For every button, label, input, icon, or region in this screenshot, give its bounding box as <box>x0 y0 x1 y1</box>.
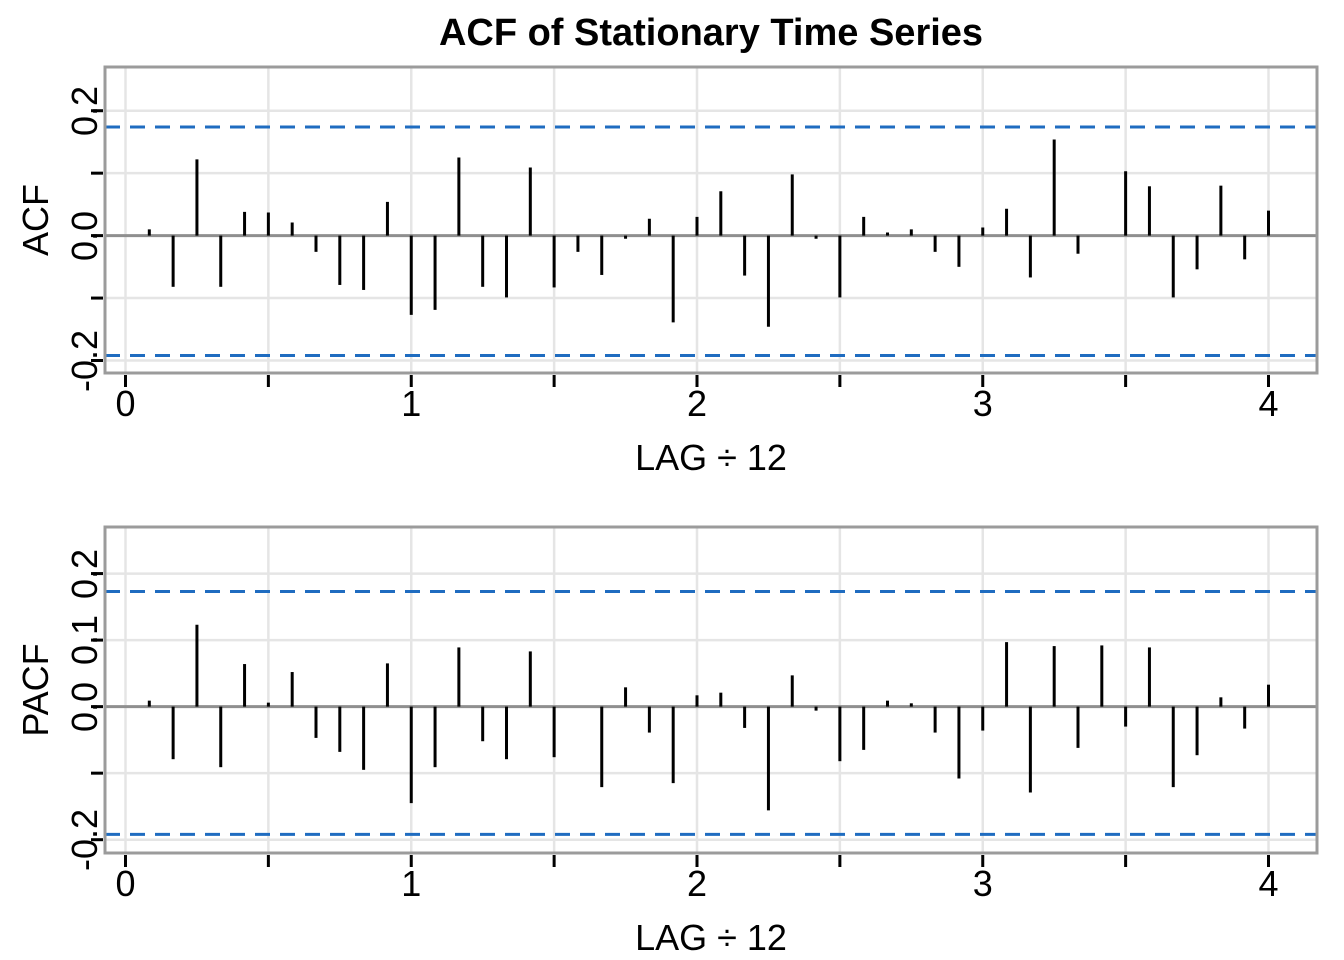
panel-border <box>103 65 1319 375</box>
pacf-panel <box>91 525 1319 867</box>
pacf-x-tick-label: 2 <box>686 863 708 904</box>
acf-y-tick-label: 0.0 <box>64 210 105 261</box>
pacf-y-tick-label: 0.0 <box>64 681 105 732</box>
acf-x-tick-label: 0 <box>115 383 136 424</box>
acf-panel <box>91 65 1319 387</box>
acf-y-tick-label: 0.2 <box>64 85 105 136</box>
chart-title: ACF of Stationary Time Series <box>438 12 984 54</box>
pacf-x-tick-label: 3 <box>972 863 993 904</box>
pacf-x-tick-label: 4 <box>1258 863 1279 904</box>
acf-yaxis-title: ACF <box>15 184 56 256</box>
acf-y-tick-label: -0.2 <box>64 329 105 392</box>
acf-x-tick-label: 3 <box>972 383 993 424</box>
acf-x-tick-label: 4 <box>1258 383 1279 424</box>
pacf-x-tick-label: 0 <box>115 863 136 904</box>
panel-border <box>103 525 1319 855</box>
pacf-xaxis-title: LAG ÷ 12 <box>635 917 787 958</box>
pacf-x-tick-label: 1 <box>401 863 422 904</box>
pacf-y-tick-label: -0.2 <box>64 808 105 871</box>
acf-x-tick-label: 1 <box>401 383 422 424</box>
acf-xaxis-title: LAG ÷ 12 <box>635 437 787 478</box>
acf-x-tick-label: 2 <box>686 383 708 424</box>
pacf-yaxis-title: PACF <box>15 643 56 737</box>
